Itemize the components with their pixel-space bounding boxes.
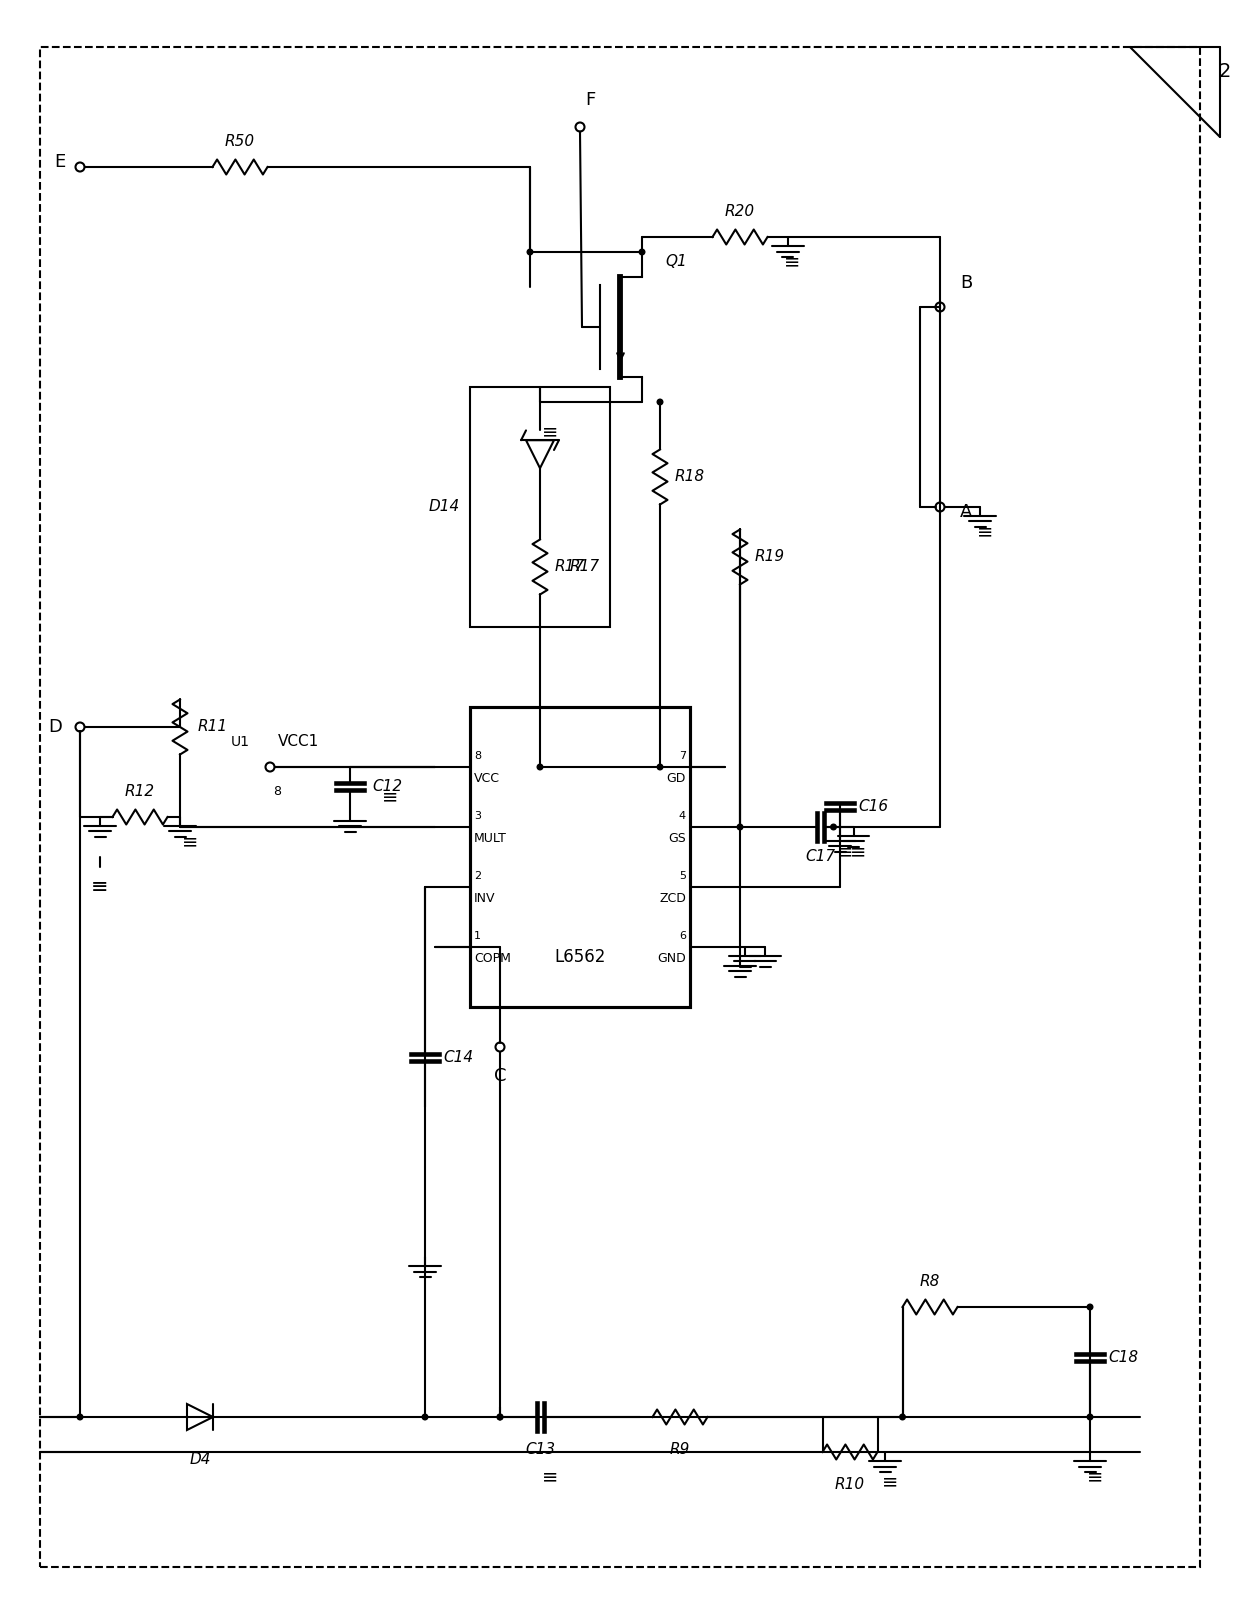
Text: GND: GND — [657, 953, 686, 966]
Circle shape — [1087, 1414, 1092, 1421]
Text: ≡: ≡ — [851, 842, 867, 861]
Circle shape — [422, 1414, 428, 1421]
Text: U1: U1 — [231, 734, 250, 749]
Text: R10: R10 — [835, 1477, 866, 1491]
Text: ≡: ≡ — [977, 522, 993, 542]
Text: B: B — [960, 275, 972, 292]
Text: Q1: Q1 — [665, 254, 687, 270]
Text: R17: R17 — [556, 559, 585, 574]
Text: 5: 5 — [680, 871, 686, 882]
Text: GS: GS — [668, 832, 686, 845]
Text: ≡: ≡ — [542, 423, 558, 440]
Text: ≡: ≡ — [1086, 1467, 1104, 1486]
Text: A: A — [960, 503, 972, 521]
Circle shape — [831, 824, 836, 829]
Circle shape — [1087, 1305, 1092, 1310]
Text: MULT: MULT — [474, 832, 507, 845]
Text: R17: R17 — [570, 559, 600, 574]
Text: D14: D14 — [429, 500, 460, 514]
Text: R11: R11 — [198, 720, 228, 734]
Text: ≡: ≡ — [182, 832, 198, 852]
Circle shape — [537, 765, 543, 770]
Circle shape — [657, 765, 663, 770]
Text: C12: C12 — [372, 779, 402, 794]
Text: ≡: ≡ — [882, 1472, 898, 1491]
Text: R12: R12 — [125, 784, 155, 799]
Text: E: E — [53, 153, 64, 170]
Text: 3: 3 — [474, 812, 481, 821]
Text: 2: 2 — [474, 871, 481, 882]
Text: R8: R8 — [920, 1274, 940, 1289]
Text: ZCD: ZCD — [660, 892, 686, 905]
Text: C: C — [494, 1067, 506, 1085]
Text: F: F — [585, 92, 595, 109]
Circle shape — [527, 249, 533, 256]
Text: 1: 1 — [474, 932, 481, 942]
Text: ≡: ≡ — [92, 877, 109, 897]
Text: ≡: ≡ — [785, 252, 801, 272]
Text: GD: GD — [667, 773, 686, 786]
Text: D: D — [48, 718, 62, 736]
Text: ≡: ≡ — [382, 787, 398, 807]
Text: C16: C16 — [858, 800, 888, 815]
Text: 2: 2 — [1219, 63, 1231, 82]
Circle shape — [738, 824, 743, 829]
Text: C17: C17 — [805, 848, 835, 865]
Bar — [470, 387, 610, 627]
Text: ≡: ≡ — [542, 1467, 558, 1486]
Bar — [470, 707, 689, 1008]
Text: 8: 8 — [273, 784, 281, 799]
Circle shape — [900, 1414, 905, 1421]
Text: R19: R19 — [755, 550, 785, 564]
Text: 8: 8 — [474, 752, 481, 762]
Text: C13: C13 — [525, 1441, 556, 1458]
Text: R9: R9 — [670, 1441, 691, 1458]
Text: VCC1: VCC1 — [278, 734, 319, 749]
Text: 7: 7 — [678, 752, 686, 762]
Text: D4: D4 — [190, 1453, 211, 1467]
Text: ≡: ≡ — [837, 842, 853, 861]
Text: R20: R20 — [725, 204, 755, 219]
Text: C18: C18 — [1109, 1350, 1138, 1364]
Circle shape — [77, 1414, 83, 1421]
Circle shape — [639, 249, 645, 256]
Text: 4: 4 — [678, 812, 686, 821]
Text: COPM: COPM — [474, 953, 511, 966]
Text: INV: INV — [474, 892, 496, 905]
Text: R50: R50 — [224, 133, 255, 149]
Circle shape — [497, 1414, 502, 1421]
Text: C14: C14 — [443, 1049, 474, 1064]
Text: L6562: L6562 — [554, 948, 605, 966]
Text: VCC: VCC — [474, 773, 500, 786]
Text: 6: 6 — [680, 932, 686, 942]
Text: R18: R18 — [675, 469, 706, 484]
Circle shape — [497, 1414, 502, 1421]
Circle shape — [657, 399, 663, 405]
